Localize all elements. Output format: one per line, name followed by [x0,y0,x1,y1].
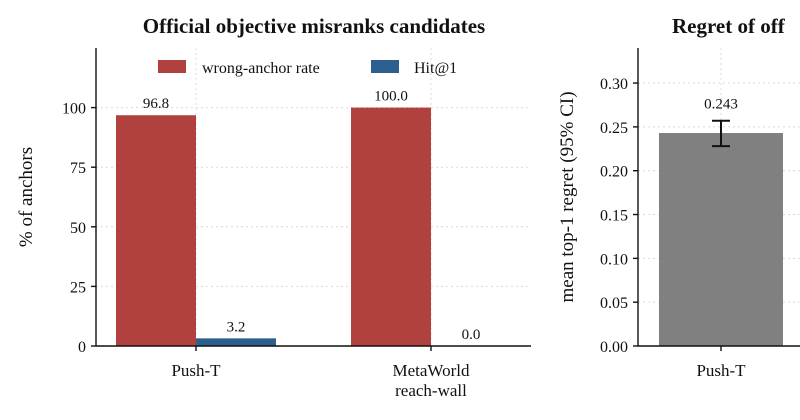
data-label: 100.0 [374,89,408,105]
bar-hit-at-1 [196,338,276,346]
legend-swatch-hit-at-1 [371,60,399,73]
bar-wrong-anchor-rate [116,115,196,347]
y-tick-label: 0.15 [600,208,628,225]
legend-label: Hit@1 [414,60,457,77]
x-tick-label: Push-T [171,361,221,380]
y-tick-label: 0 [78,339,86,356]
bar-regret [659,133,783,346]
y-tick-label: 0.05 [600,295,628,312]
y-tick-label: 0.10 [600,251,628,268]
y-axis-label: % of anchors [16,147,37,247]
y-axis-label: mean top-1 regret (95% CI) [557,91,578,302]
y-tick-label: 0.30 [600,76,628,93]
y-tick-label: 0.00 [600,339,628,356]
data-label: 3.2 [227,319,246,335]
data-label: 0.0 [462,327,481,343]
x-tick-label: MetaWorld [393,361,470,380]
data-label: 96.8 [143,96,169,112]
data-label: 0.243 [704,97,738,113]
x-tick-label: Push-T [696,361,746,380]
chart-title: Official objective misranks candidates [143,14,485,38]
y-tick-label: 25 [70,279,86,296]
y-tick-label: 0.20 [600,164,628,181]
y-tick-label: 75 [70,160,86,177]
y-tick-label: 50 [70,220,86,237]
bar-wrong-anchor-rate [351,107,431,346]
legend-label: wrong-anchor rate [202,60,320,77]
chart-title: Regret of off [672,14,786,38]
x-tick-label: reach-wall [395,381,467,400]
legend-swatch-wrong-anchor-rate [158,60,186,73]
y-tick-label: 0.25 [600,120,628,137]
y-tick-label: 100 [62,101,86,118]
